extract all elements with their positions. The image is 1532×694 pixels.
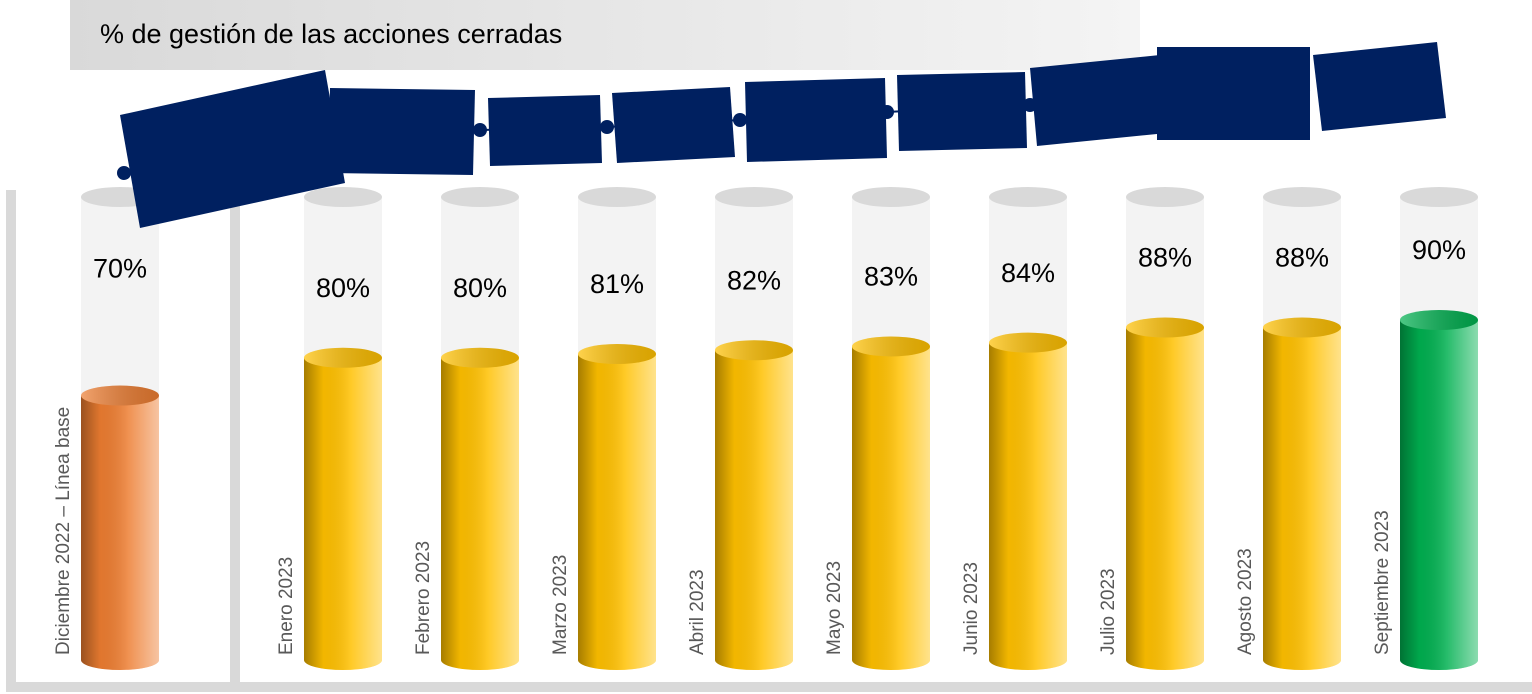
bar-shading: [81, 395, 159, 670]
value-label: 90%: [1412, 235, 1466, 265]
bar-top-shading: [715, 340, 793, 361]
tube-top: [441, 187, 519, 207]
tube-top: [1126, 187, 1204, 207]
frame: [6, 682, 1532, 692]
frame: [230, 190, 240, 690]
bar-shading: [578, 354, 656, 670]
value-label: 80%: [453, 273, 507, 303]
bar-shading: [852, 346, 930, 670]
bar-shading: [1400, 320, 1478, 670]
value-label: 84%: [1001, 258, 1055, 288]
bar-top-shading: [578, 344, 656, 364]
bar-shading: [989, 342, 1067, 670]
tube-top: [1400, 187, 1478, 207]
bar-shading: [1126, 327, 1204, 670]
value-label: 80%: [316, 273, 370, 303]
category-label: Febrero 2023: [413, 541, 434, 655]
chart-title: % de gestión de las acciones cerradas: [100, 19, 562, 49]
bar-shading: [715, 350, 793, 670]
bars: 70% Diciembre 2022 – Línea base 80% Enero 2…: [53, 187, 1478, 670]
category-label: Agosto 2023: [1235, 548, 1256, 655]
tube-top: [304, 187, 382, 207]
tube-top: [989, 187, 1067, 207]
bar-shading: [304, 357, 382, 670]
bar-top-shading: [1126, 317, 1204, 338]
category-label: Mayo 2023: [824, 561, 845, 655]
tube-top: [578, 187, 656, 207]
bar-top-shading: [81, 385, 159, 406]
value-label: 82%: [727, 265, 781, 295]
bar-top-shading: [1263, 317, 1341, 338]
value-label: 81%: [590, 269, 644, 299]
category-label: Junio 2023: [961, 562, 982, 655]
decor-boxes: [117, 42, 1446, 228]
value-label: 83%: [864, 262, 918, 292]
bar-top-shading: [989, 332, 1067, 353]
tube-top: [1263, 187, 1341, 207]
category-label: Diciembre 2022 – Línea base: [53, 407, 74, 655]
bar-top-shading: [441, 347, 519, 368]
title-bar: [70, 0, 1140, 70]
bar-top-shading: [304, 347, 382, 368]
bar-shading: [441, 357, 519, 670]
category-label: Enero 2023: [276, 557, 297, 655]
tube-top: [715, 187, 793, 207]
category-label: Abril 2023: [687, 569, 708, 655]
tube-top: [852, 187, 930, 207]
value-label: 88%: [1138, 243, 1192, 273]
bar-top-shading: [1400, 310, 1478, 330]
category-label: Septiembre 2023: [1372, 510, 1393, 655]
bar-shading: [1263, 327, 1341, 670]
category-label: Marzo 2023: [550, 555, 571, 655]
value-label: 70%: [93, 254, 147, 284]
frame: [6, 190, 16, 690]
category-label: Julio 2023: [1098, 568, 1119, 655]
bar-top-shading: [852, 336, 930, 357]
value-label: 88%: [1275, 243, 1329, 273]
